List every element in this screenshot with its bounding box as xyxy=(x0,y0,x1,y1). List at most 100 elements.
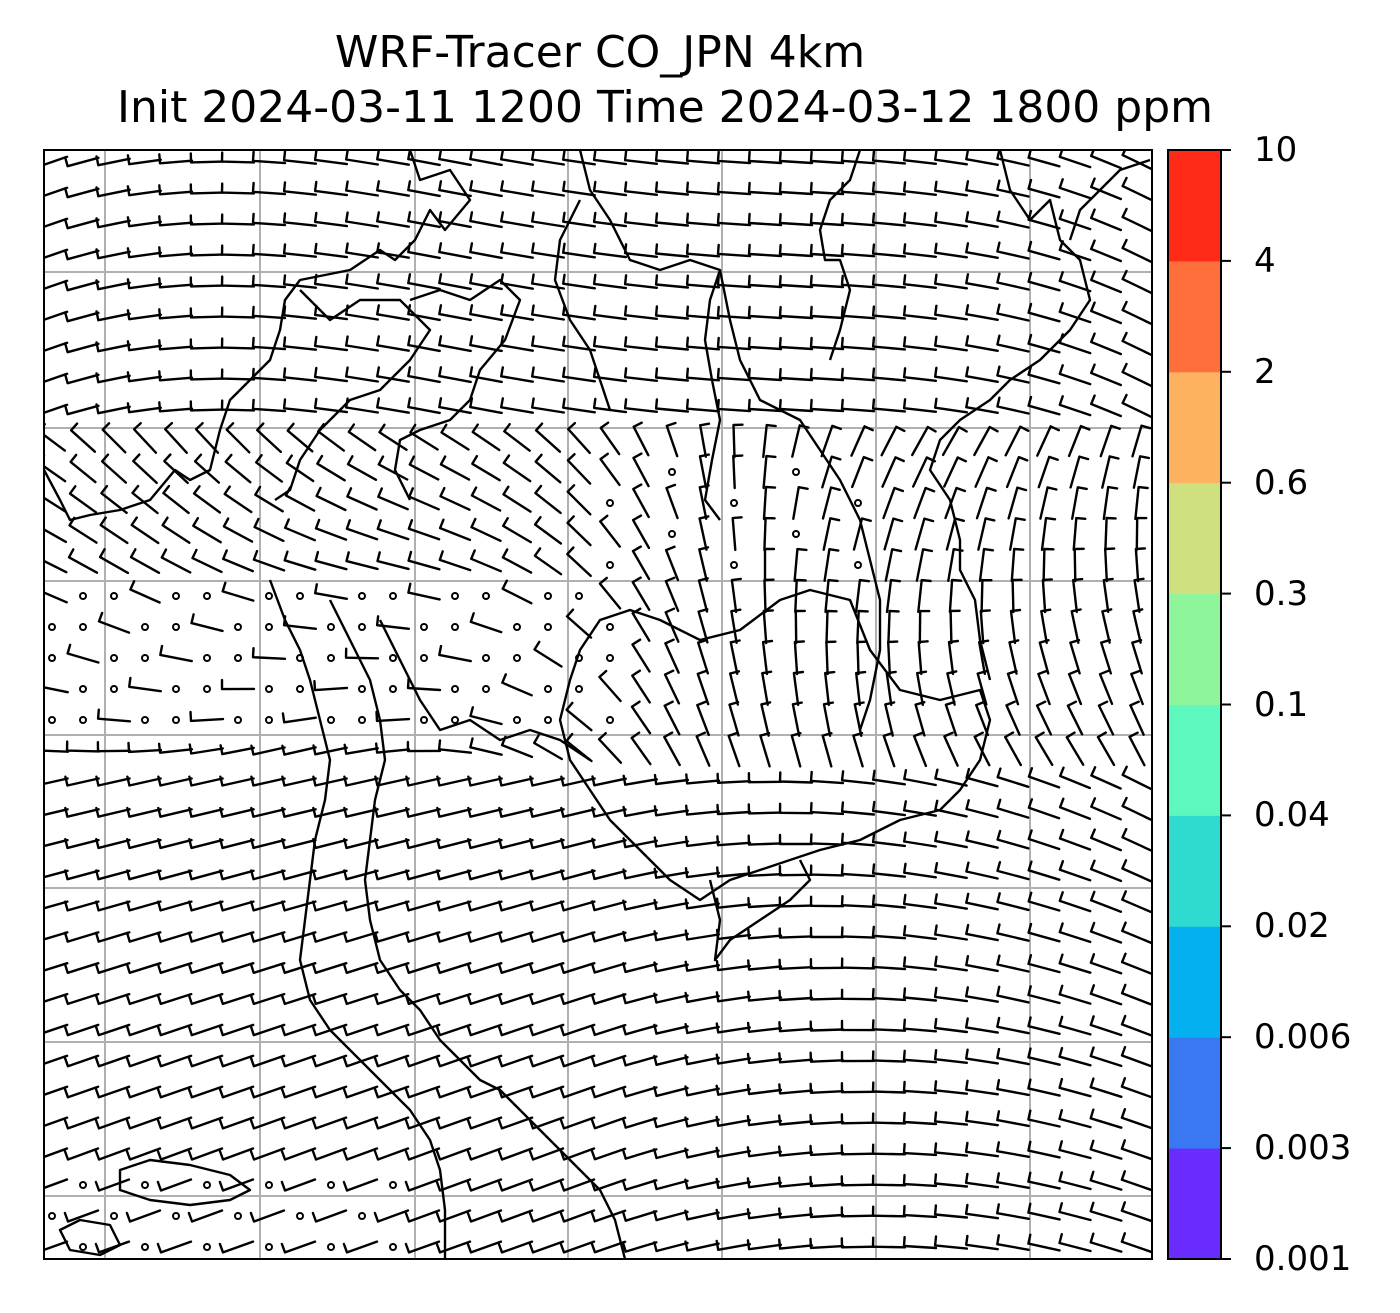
wind-barb xyxy=(314,583,348,600)
wind-barb xyxy=(1058,1140,1092,1160)
wind-barb xyxy=(1007,486,1028,520)
wind-barb xyxy=(821,455,842,489)
wind-barb xyxy=(249,1023,286,1037)
wind-barb xyxy=(95,775,131,787)
wind-barb xyxy=(1058,178,1092,200)
wind-barb xyxy=(1027,1202,1061,1221)
wind-barb xyxy=(64,156,100,168)
wind-barb xyxy=(840,770,876,785)
wind-barb xyxy=(715,897,752,909)
wind-barb xyxy=(996,1172,1030,1189)
wind-barb xyxy=(716,150,752,165)
calm-wind-circle xyxy=(482,685,490,693)
wind-barb xyxy=(467,775,503,787)
wind-barb xyxy=(946,670,958,706)
chart-title-line-1: WRF-Tracer CO_JPN 4km xyxy=(334,27,866,78)
wind-barb xyxy=(282,150,318,165)
wind-barb xyxy=(528,1147,565,1161)
wind-barb xyxy=(44,559,68,574)
wind-barb xyxy=(1120,1077,1152,1099)
wind-barb xyxy=(731,516,743,552)
wind-barb xyxy=(44,900,69,910)
wind-barb xyxy=(343,806,379,818)
wind-barb xyxy=(965,1234,999,1251)
wind-barb xyxy=(592,273,628,290)
wind-barb xyxy=(746,1083,783,1096)
wind-barb xyxy=(1096,731,1116,767)
wind-barb xyxy=(559,1209,596,1223)
wind-barb xyxy=(220,244,256,257)
wind-barb xyxy=(1058,1202,1092,1222)
wind-barb xyxy=(404,992,441,1006)
wind-barb xyxy=(794,609,806,645)
wind-barb xyxy=(809,305,845,320)
wind-barb xyxy=(281,900,317,912)
calm-wind-circle xyxy=(203,592,211,600)
wind-barb xyxy=(218,1147,255,1161)
calm-wind-circle xyxy=(389,685,397,693)
wind-barb xyxy=(95,155,131,167)
wind-barb xyxy=(220,182,256,195)
wind-barb xyxy=(663,669,681,705)
wind-barb xyxy=(407,180,441,198)
wind-barb xyxy=(973,731,991,767)
calm-wind-circle xyxy=(203,1243,211,1251)
wind-barb xyxy=(902,150,938,165)
wind-barb xyxy=(560,869,596,881)
wind-barb xyxy=(778,1114,814,1126)
wind-barb xyxy=(653,1086,689,1098)
calm-wind-circle xyxy=(420,716,428,724)
wind-barb xyxy=(529,806,565,818)
calm-wind-circle xyxy=(110,685,118,693)
wind-barb xyxy=(345,273,379,290)
wind-barb xyxy=(44,423,66,452)
wind-barb xyxy=(840,1113,876,1125)
wind-barb xyxy=(747,896,783,909)
wind-barb xyxy=(599,514,621,548)
wind-barb xyxy=(591,900,627,912)
wind-barb xyxy=(685,243,721,258)
wind-barb xyxy=(438,273,472,291)
wind-barb xyxy=(1089,890,1123,913)
wind-barb xyxy=(1027,954,1061,974)
wind-barb xyxy=(933,1204,969,1219)
colorbar-tick-label: 0.04 xyxy=(1254,795,1330,836)
chart-title-line-2: Init 2024-03-11 1200 Time 2024-03-12 180… xyxy=(116,82,1214,133)
wind-barb xyxy=(975,700,989,737)
wind-barb xyxy=(1058,302,1092,324)
wind-barb xyxy=(467,838,503,850)
wind-barb xyxy=(746,1115,783,1127)
wind-barb xyxy=(500,335,534,352)
calm-wind-circle xyxy=(79,623,87,631)
wind-barb xyxy=(747,834,783,846)
wind-barb xyxy=(996,954,1030,973)
wind-barb xyxy=(466,1147,503,1161)
wind-barb xyxy=(856,609,869,645)
wind-barb xyxy=(1065,731,1085,766)
wind-barb xyxy=(598,669,622,703)
wind-barb xyxy=(824,670,836,707)
wind-barb xyxy=(631,638,651,673)
wind-barb xyxy=(996,179,1030,198)
wind-barb xyxy=(762,454,777,490)
wind-barb xyxy=(592,180,628,197)
wind-barb xyxy=(251,367,287,382)
wind-barb xyxy=(1027,1078,1061,1097)
wind-barb xyxy=(1132,455,1151,489)
wind-barb xyxy=(64,280,100,292)
wind-barb xyxy=(311,1023,348,1037)
wind-barb xyxy=(250,838,286,850)
wind-barb xyxy=(126,900,162,912)
wind-barb xyxy=(156,1116,193,1130)
wind-barb xyxy=(1027,395,1061,416)
wind-barb xyxy=(435,931,472,943)
wind-barb xyxy=(497,1116,534,1130)
wind-barb xyxy=(466,992,503,1006)
wind-barb xyxy=(280,962,317,974)
wind-barb xyxy=(791,424,810,458)
wind-barb xyxy=(187,1085,224,1099)
calm-wind-circle xyxy=(513,654,521,662)
wind-barb xyxy=(255,454,283,483)
calm-wind-circle xyxy=(141,716,149,724)
wind-barb xyxy=(1089,1108,1123,1129)
